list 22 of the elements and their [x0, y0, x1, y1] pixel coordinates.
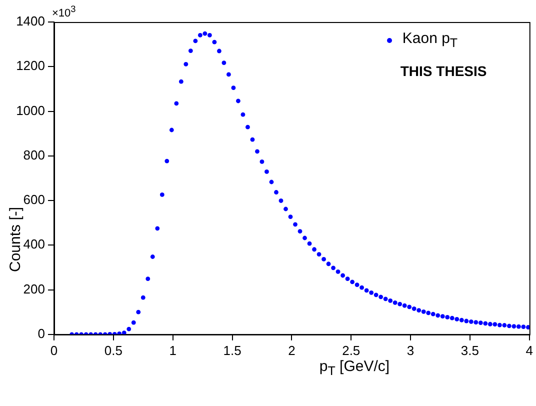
legend-label: Kaon p$_{T}$ — [402, 30, 458, 50]
y-tick-label: 800 — [23, 147, 45, 162]
y-tick-label: 1400 — [16, 14, 45, 29]
x-tick-label: 0 — [50, 342, 58, 358]
y-tick-label: 1200 — [16, 58, 45, 74]
x-tick-label: 3 — [406, 342, 414, 358]
y-tick-label: 0 — [38, 326, 45, 341]
x-tick-label: 2 — [288, 342, 296, 358]
text: ×10$^{3}$ — [52, 4, 76, 20]
y-axis-title: Counts [-] — [7, 206, 24, 272]
y-tick-label: 600 — [23, 192, 45, 208]
x-tick-label: 0.5 — [104, 342, 122, 358]
x-tick-label: 4 — [526, 342, 533, 358]
y-tick-label: 1000 — [16, 102, 45, 118]
x-tick-label: 1.5 — [223, 342, 242, 358]
x-axis-title: p$_{T}$ [GeV/c] — [319, 358, 390, 378]
x-tick-label: 1 — [169, 342, 176, 358]
y-tick-label: 400 — [23, 236, 45, 252]
y-tick-label: 200 — [23, 281, 45, 296]
x-tick-label: 3.5 — [460, 342, 479, 358]
annotation: THIS THESIS — [400, 63, 487, 79]
x-tick-label: 2.5 — [342, 342, 360, 358]
